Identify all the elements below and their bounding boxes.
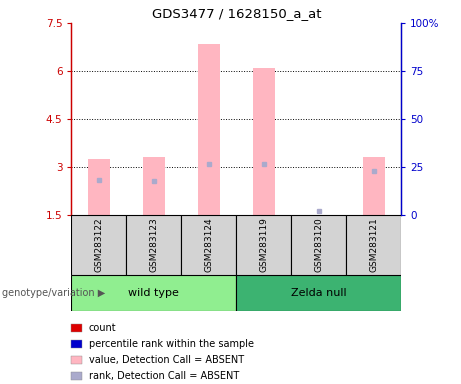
Bar <box>71 215 126 275</box>
Text: Zelda null: Zelda null <box>291 288 347 298</box>
Bar <box>143 157 165 215</box>
Bar <box>236 275 401 311</box>
Title: GDS3477 / 1628150_a_at: GDS3477 / 1628150_a_at <box>152 7 321 20</box>
Text: count: count <box>89 323 116 333</box>
Bar <box>198 44 220 215</box>
Bar <box>346 215 401 275</box>
Bar <box>71 275 236 311</box>
Text: genotype/variation ▶: genotype/variation ▶ <box>2 288 106 298</box>
Text: percentile rank within the sample: percentile rank within the sample <box>89 339 254 349</box>
Text: value, Detection Call = ABSENT: value, Detection Call = ABSENT <box>89 355 243 365</box>
Bar <box>88 159 110 215</box>
Bar <box>291 215 346 275</box>
Bar <box>126 215 181 275</box>
Bar <box>236 215 291 275</box>
Bar <box>181 215 236 275</box>
Text: GSM283120: GSM283120 <box>314 217 323 272</box>
Text: GSM283122: GSM283122 <box>95 217 103 272</box>
Bar <box>363 157 384 215</box>
Text: GSM283124: GSM283124 <box>204 217 213 272</box>
Text: GSM283123: GSM283123 <box>149 217 159 272</box>
Text: GSM283121: GSM283121 <box>369 217 378 272</box>
Bar <box>253 68 275 215</box>
Text: wild type: wild type <box>129 288 179 298</box>
Text: rank, Detection Call = ABSENT: rank, Detection Call = ABSENT <box>89 371 239 381</box>
Text: GSM283119: GSM283119 <box>259 217 268 272</box>
